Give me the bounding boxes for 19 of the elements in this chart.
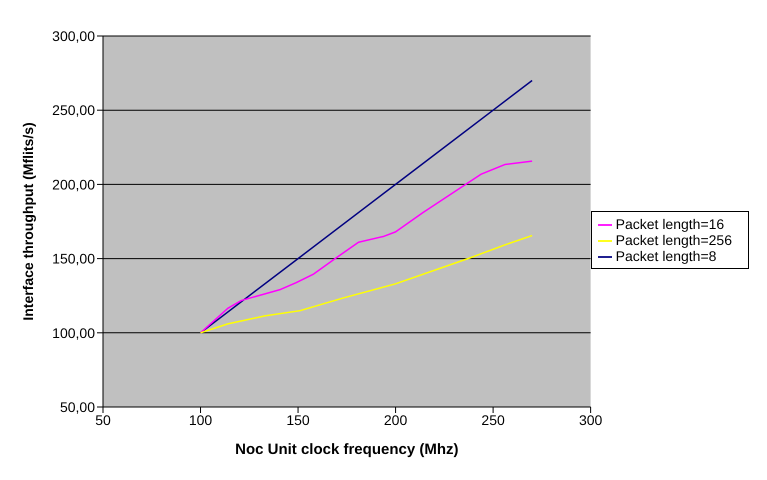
x-tick-label: 150 bbox=[286, 412, 310, 428]
line-series bbox=[200, 234, 533, 334]
x-tick-label: 300 bbox=[578, 412, 603, 428]
legend-label: Packet length=256 bbox=[616, 232, 732, 248]
y-tick-label: 50,00 bbox=[60, 398, 96, 415]
y-axis-title: Interface throughput (Mflits/s) bbox=[20, 122, 36, 321]
y-tick-label: 250,00 bbox=[52, 102, 96, 118]
y-tick-label: 100,00 bbox=[52, 324, 96, 341]
legend-label: Packet length=16 bbox=[616, 216, 724, 232]
legend-label: Packet length=8 bbox=[616, 248, 716, 264]
x-axis-title: Noc Unit clock frequency (Mhz) bbox=[235, 441, 458, 458]
y-tick-label: 150,00 bbox=[52, 250, 96, 267]
y-tick-label: 200,00 bbox=[52, 176, 96, 192]
line-series bbox=[200, 160, 533, 334]
x-tick-label: 250 bbox=[481, 412, 505, 428]
y-tick-label: 300,00 bbox=[52, 28, 96, 44]
x-tick-label: 100 bbox=[188, 412, 212, 428]
x-tick-label: 200 bbox=[384, 412, 408, 428]
x-tick-label: 50 bbox=[95, 412, 111, 428]
